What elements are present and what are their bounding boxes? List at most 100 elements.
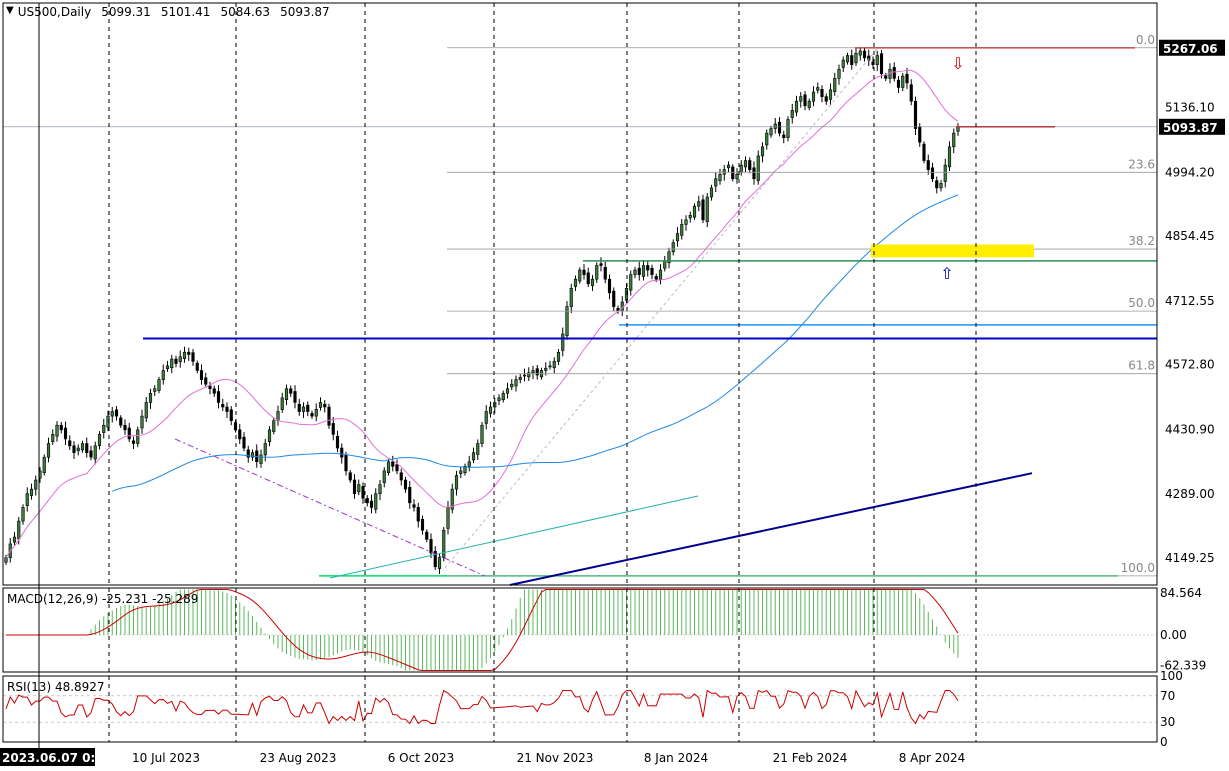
candle — [663, 260, 667, 269]
pane-border — [2, 675, 1158, 743]
candle — [684, 219, 688, 225]
candle — [34, 479, 38, 490]
candle — [165, 365, 170, 369]
candle — [21, 507, 25, 522]
candle — [671, 242, 675, 253]
candle — [773, 123, 777, 129]
candle — [221, 403, 225, 408]
candle — [709, 187, 714, 198]
candle — [607, 278, 612, 294]
candle — [59, 424, 63, 431]
candle — [497, 397, 501, 401]
x-tick-label: 21 Feb 2024 — [773, 751, 848, 765]
candle — [51, 434, 55, 442]
ma-long-line — [112, 194, 959, 492]
candle — [391, 461, 395, 467]
candle — [595, 265, 599, 280]
candle — [403, 479, 408, 490]
candle — [790, 110, 794, 118]
candle — [467, 461, 471, 467]
candle — [476, 443, 480, 455]
candle — [548, 365, 552, 368]
candle — [765, 132, 769, 146]
candle — [493, 402, 497, 408]
candle — [425, 531, 429, 540]
candle — [25, 493, 29, 506]
candle — [97, 434, 102, 447]
trendline-purple — [174, 438, 486, 577]
candle — [488, 406, 493, 414]
candle — [590, 278, 595, 286]
candle — [263, 443, 267, 456]
x-cursor-box — [0, 748, 95, 766]
candle — [306, 404, 310, 412]
candle — [429, 539, 433, 554]
candle — [892, 67, 896, 79]
candle — [352, 479, 357, 495]
candle — [293, 391, 297, 403]
candle — [301, 406, 306, 412]
candle — [531, 370, 535, 374]
high-value: 5101.41 — [160, 5, 211, 19]
fib-label: 50.0 — [1128, 296, 1155, 310]
price-tick-label: 5136.10 — [1165, 101, 1215, 115]
candle — [675, 233, 680, 242]
candle — [318, 402, 323, 408]
candle — [752, 167, 756, 180]
macd-title: MACD(12,26,9) -25.231 -25.289 — [7, 592, 198, 606]
price-tick-label: 4572.80 — [1165, 358, 1215, 372]
candle — [705, 196, 709, 222]
candle — [841, 59, 845, 68]
candle — [89, 450, 93, 458]
candle — [573, 278, 578, 287]
x-tick-label: 21 Nov 2023 — [517, 751, 594, 765]
candle — [646, 265, 650, 271]
price-pane: 0.0 23.6 38.2 50.0 61.8 100.0 ⇩ ⇧ — [3, 33, 1157, 586]
candle — [331, 423, 335, 435]
dropdown-triangle-icon[interactable]: ▼ — [6, 5, 14, 16]
candle — [93, 445, 97, 460]
candle — [799, 96, 803, 102]
candle — [340, 447, 344, 458]
x-tick-label: 10 Jul 2023 — [132, 751, 200, 765]
candle — [650, 267, 654, 275]
rsi-line — [5, 689, 959, 725]
fib-diagonal — [444, 47, 879, 569]
candle — [884, 75, 888, 79]
candle — [289, 388, 293, 394]
trendline-dark-blue — [509, 472, 1033, 586]
candle — [114, 409, 119, 417]
candle — [399, 472, 403, 481]
candle — [697, 201, 701, 207]
support-zone — [871, 244, 1034, 258]
candle — [854, 52, 858, 64]
candle — [408, 487, 412, 504]
candle — [735, 173, 739, 180]
fib-label: 61.8 — [1128, 359, 1155, 373]
candle — [140, 415, 144, 429]
macd-tick-label: -62.339 — [1160, 659, 1206, 673]
candle — [216, 391, 221, 403]
candle — [76, 447, 80, 452]
candle — [437, 557, 442, 569]
candle — [170, 358, 174, 369]
candle — [807, 100, 811, 108]
close-value: 5093.87 — [280, 5, 330, 19]
price-label-box — [1159, 118, 1225, 135]
price-tick-label: 4430.90 — [1165, 422, 1215, 436]
candle — [450, 488, 454, 510]
price-tick-label: 4149.25 — [1165, 551, 1215, 565]
candle — [612, 290, 616, 307]
candle — [782, 134, 786, 138]
candle — [862, 50, 867, 59]
x-tick-label: 23 Aug 2023 — [260, 751, 337, 765]
candle — [786, 119, 790, 138]
candle — [701, 199, 705, 221]
candle — [68, 440, 72, 447]
candle — [374, 493, 378, 510]
candle — [480, 424, 484, 444]
candle — [518, 377, 522, 380]
candle — [72, 445, 76, 453]
